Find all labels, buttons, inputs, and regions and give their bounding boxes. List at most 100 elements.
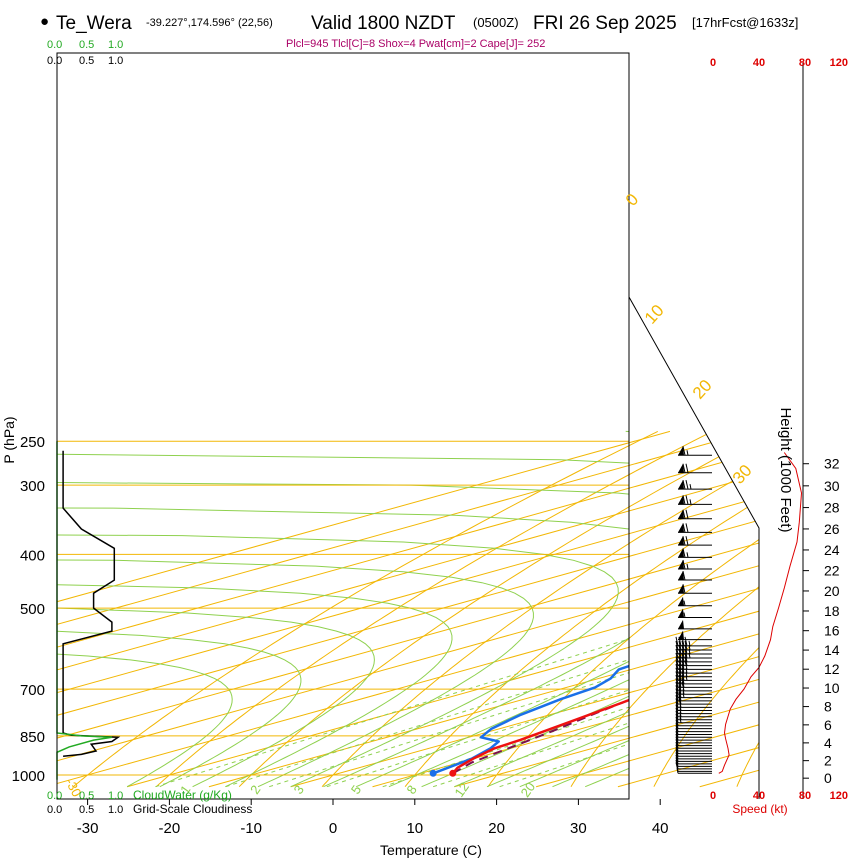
cloudiness-line <box>62 450 121 757</box>
speed-top-120: 120 <box>830 57 848 69</box>
height-tick-label: 10 <box>824 680 840 696</box>
y-axis-title: P (hPa) <box>1 416 17 463</box>
moist-adiabat <box>57 630 302 788</box>
wind-barb-full <box>675 660 679 670</box>
plot-frame <box>56 52 630 800</box>
wind-barb-full <box>675 701 679 711</box>
wind-barb-pennant <box>678 608 684 618</box>
wind-barb <box>675 716 712 727</box>
isotherm-line <box>617 430 759 788</box>
isotherm-line <box>57 430 759 788</box>
moist-adiabat <box>421 430 629 788</box>
wind-barb <box>675 685 712 695</box>
isotherm-line <box>126 430 759 788</box>
wind-barb-pennant <box>678 630 684 640</box>
pressure-tick-label: 850 <box>20 729 45 746</box>
height-tick-label: 12 <box>824 661 840 677</box>
wind-barb-pennant <box>678 446 684 456</box>
forecast-info: [17hrFcst@1633z] <box>692 15 798 30</box>
wind-barb <box>675 710 712 721</box>
cloudwater-label: CloudWater (g/Kg) <box>133 788 232 802</box>
wind-barb <box>675 678 712 688</box>
wind-barb-full <box>685 536 689 546</box>
x-tick-label: -10 <box>240 820 262 837</box>
height-tick-label: 8 <box>824 699 832 715</box>
height-tick-label: 32 <box>824 456 840 472</box>
wind-barb <box>675 754 712 765</box>
wind-barb-full <box>675 754 679 765</box>
wind-barb-full <box>675 747 679 757</box>
wind-barb <box>675 691 712 702</box>
wind-barb <box>678 619 712 630</box>
wind-barb-full <box>675 695 679 705</box>
height-tick-label: 18 <box>824 603 840 619</box>
wind-barb-pennant <box>678 619 684 629</box>
wind-barb-full <box>682 584 686 594</box>
wind-barb-full <box>675 644 679 655</box>
wind-barb-half <box>682 692 685 698</box>
speed-axis-label: Speed (kt) <box>732 802 787 816</box>
wind-barb-full <box>675 736 679 746</box>
wind-barb <box>678 596 712 607</box>
wind-barb <box>675 695 712 705</box>
height-axis-title: Height (1000 Feet) <box>777 407 794 532</box>
speed-bottom-80: 80 <box>799 790 811 802</box>
wind-barb <box>675 739 712 749</box>
height-tick-label: 30 <box>824 478 840 494</box>
speed-top-0: 0 <box>710 57 716 69</box>
speed-top-80: 80 <box>799 57 811 69</box>
wind-barb-full <box>675 707 679 717</box>
wind-barb <box>675 719 712 730</box>
wind-barb-full <box>682 463 686 473</box>
wind-barb-full <box>675 713 679 723</box>
x-tick-label: 10 <box>406 820 423 837</box>
isotherm-line <box>290 430 759 788</box>
wind-barb-full <box>685 509 689 519</box>
station-name: Te_Wera <box>56 13 132 34</box>
dry-adiabat <box>487 430 759 787</box>
x-tick-label: -30 <box>77 820 99 837</box>
wind-barb-half <box>689 499 692 505</box>
height-tick-label: 14 <box>824 642 840 658</box>
x-tick-label: 20 <box>488 820 505 837</box>
cloudiness-label: Grid-Scale Cloudiness <box>133 802 252 816</box>
wind-barb-full <box>675 698 679 708</box>
wind-barb-half <box>682 689 685 695</box>
wind-barb <box>675 725 712 735</box>
bottom-cw-1: 1.0 <box>108 790 123 802</box>
isotherm-layer <box>57 430 759 788</box>
wind-barb <box>675 741 712 752</box>
wind-barb-pennant <box>678 523 684 533</box>
isotherm-line <box>208 430 759 788</box>
wind-barb-full <box>685 523 689 533</box>
wind-barb <box>678 608 712 619</box>
isotherm-right-label: 30 <box>729 461 756 488</box>
wind-barb-full <box>675 681 679 691</box>
wind-barb-full <box>684 636 688 647</box>
wind-barb-half <box>679 717 682 723</box>
dry-adiabat <box>72 430 659 788</box>
mixing-ratio-line <box>155 638 629 788</box>
dry-adiabat <box>238 430 759 788</box>
wind-barb <box>675 749 712 760</box>
wind-barb-full <box>675 752 679 762</box>
x-tick-label: 30 <box>570 820 587 837</box>
bottom-cl-0: 0.0 <box>47 804 62 816</box>
speed-bottom-0: 0 <box>710 790 716 802</box>
wind-barb-pennant <box>678 509 684 519</box>
height-tick-label: 26 <box>824 521 840 537</box>
wind-barb <box>675 701 712 712</box>
wind-barb-full <box>685 463 689 473</box>
x-axis-title: Temperature (C) <box>380 842 482 858</box>
top-cl-0: 0.0 <box>47 55 62 67</box>
moist-adiabat <box>519 740 629 788</box>
wind-barb-full <box>675 710 679 720</box>
wind-barb-full <box>675 759 679 770</box>
wind-barb-full <box>675 656 679 666</box>
wind-barb-full <box>675 716 679 726</box>
isotherm-right-label: 10 <box>641 301 668 328</box>
wind-barb <box>678 509 712 520</box>
speed-top-40: 40 <box>753 57 765 69</box>
wind-barb-pennant <box>678 596 684 606</box>
